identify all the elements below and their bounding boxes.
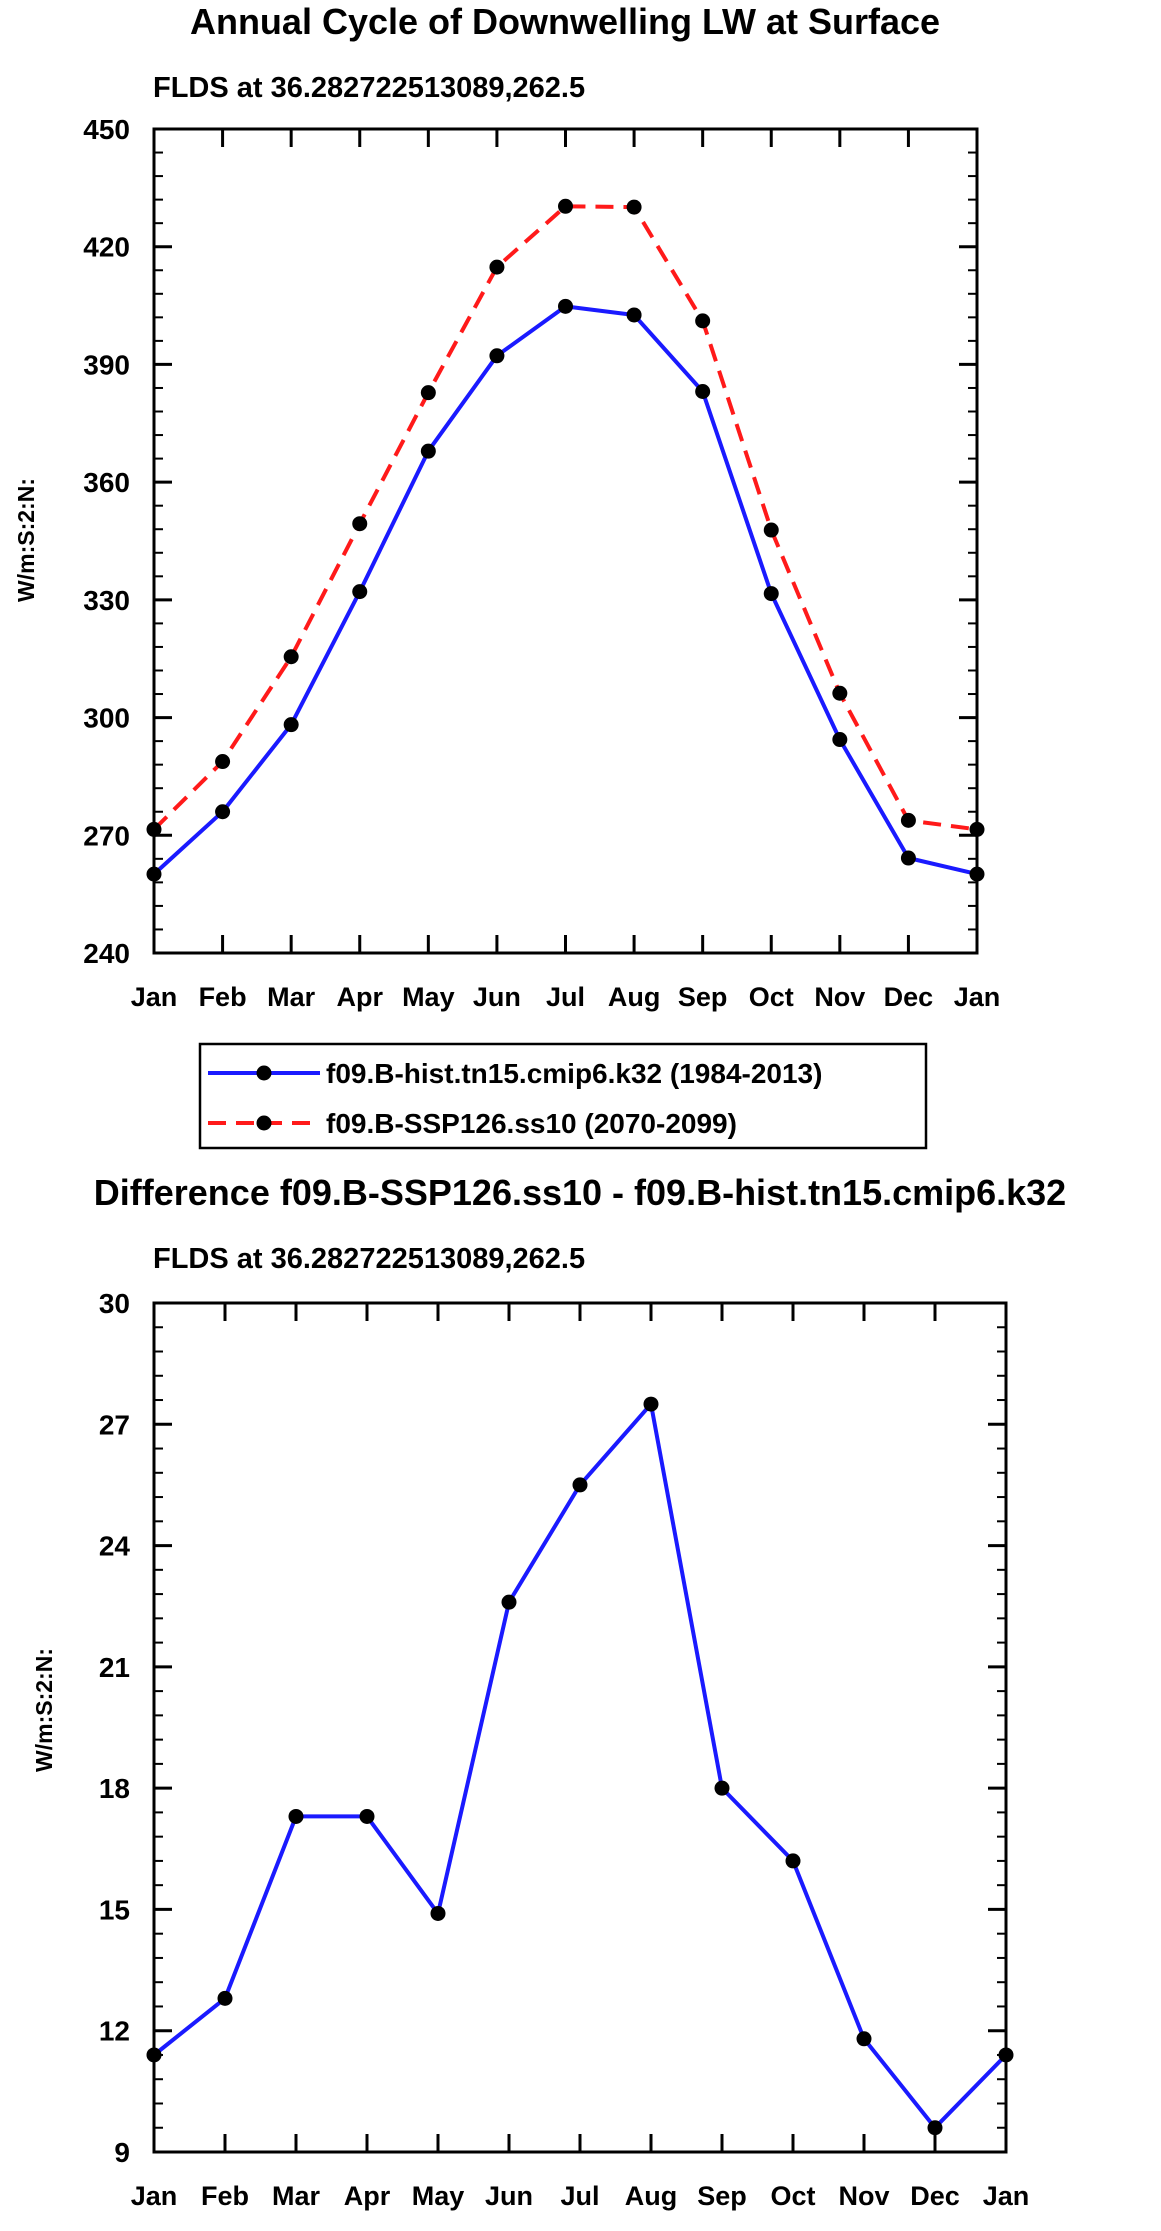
chart1-series-line-0 [152,304,978,877]
chart1-xtick-label: Jan [131,982,178,1012]
chart1-ylabel: W/m:S:2:N: [13,478,39,602]
chart2-xtick-label: Oct [770,2181,815,2211]
chart1-xtick-label: Sep [678,982,728,1012]
chart1-legend: f09.B-hist.tn15.cmip6.k32 (1984-2013) f0… [198,1042,928,1150]
chart1-series-1-point [489,259,505,275]
chart1-series-1-point [215,754,231,770]
chart2-xtick-label: Mar [272,2181,321,2211]
chart1-xtick-label: Feb [199,982,247,1012]
chart2-series-0-point [288,1808,304,1824]
difference-chart: Difference f09.B-SSP126.ss10 - f09.B-his… [31,1172,1066,2211]
chart1-series-1-point [900,812,916,828]
chart2-series-0-point [359,1808,375,1824]
chart1-series-0-point [283,717,299,733]
chart2-series [146,1396,1014,2136]
chart2-ytick-label: 27 [99,1409,130,1440]
chart1-xtick-label: Apr [337,982,384,1012]
chart1-series-1-point [695,313,711,329]
chart1-xtick-label: Jul [546,982,585,1012]
chart2-plot-frame [152,1301,1008,2154]
chart1-series-0-point [489,348,505,364]
chart1-series-0-point [695,384,711,400]
chart2-series-0-point [714,1780,730,1796]
chart1-series-1-point [626,199,642,215]
chart2-series-line-0 [152,1402,1008,2130]
chart2-xtick-label: Jan [983,2181,1030,2211]
chart1-xtick-label: May [402,982,455,1012]
chart1-xtick-label: Jan [954,982,1001,1012]
chart1-ytick-label: 450 [83,114,130,145]
chart2-xtick-label: Jul [560,2181,599,2211]
chart1-subtitle: FLDS at 36.282722513089,262.5 [153,72,585,104]
chart1-plot-frame [152,127,979,955]
chart1-ytick-label: 330 [83,585,130,616]
chart1-series [146,198,985,882]
chart2-subtitle: FLDS at 36.282722513089,262.5 [153,1243,585,1275]
chart2-ytick-label: 21 [99,1652,130,1683]
chart1-ytick-label: 390 [83,349,130,380]
chart1-series-0-point [626,307,642,323]
chart2-xtick-label: May [412,2181,465,2211]
chart2-ytick-label: 12 [99,2016,130,2047]
chart2-xtick-label: Nov [838,2181,889,2211]
chart1-series-1-point [763,522,779,538]
chart1-series-0-point [352,584,368,600]
chart2-xtick-label: Jun [485,2181,533,2211]
chart1-series-1-point [283,649,299,665]
chart1-xtick-label: Aug [608,982,660,1012]
chart2-series-0-point [572,1477,588,1493]
chart1-ytick-label: 240 [83,938,130,969]
chart1-series-1-point [832,685,848,701]
chart2-series-0-point [430,1905,446,1921]
chart2-ytick-label: 9 [114,2137,130,2168]
chart1-series-0-point [215,804,231,820]
chart1-series-0-point [832,732,848,748]
chart2-ytick-label: 15 [99,1894,130,1925]
chart1-ytick-label: 270 [83,820,130,851]
chart2-series-0-point [643,1396,659,1412]
chart2-ytick-label: 30 [99,1288,130,1319]
legend-hist-marker [256,1065,272,1081]
chart2-series-0-point [217,1990,233,2006]
chart1-xtick-label: Nov [814,982,865,1012]
chart2-xtick-label: Jan [131,2181,178,2211]
chart1-series-0-point [558,298,573,314]
chart2-xtick-label: Sep [697,2181,747,2211]
chart1-xtick-label: Mar [267,982,316,1012]
chart2-xtick-label: Feb [201,2181,249,2211]
chart1-ticks: 240 270 300 330 360 390 420 450 Jan Feb Mar Apr May J… [83,114,1000,1012]
chart2-xtick-label: Apr [344,2181,391,2211]
chart2-series-0-point [856,2031,872,2047]
chart1-ytick-label: 300 [83,703,130,734]
legend-ssp-label: f09.B-SSP126.ss10 (2070-2099) [326,1108,737,1139]
chart2-xtick-label: Aug [625,2181,677,2211]
chart2-series-0-point [785,1853,801,1869]
chart1-series-1-point [558,198,573,214]
chart1-series-1-point [352,516,368,532]
chart2-ytick-label: 18 [99,1773,130,1804]
chart1-xtick-label: Dec [884,982,934,1012]
annual-cycle-chart: Annual Cycle of Downwelling LW at Surfac… [13,1,1000,1150]
chart2-series-0-point [927,2120,943,2136]
legend-box [198,1042,928,1150]
chart2-ylabel: W/m:S:2:N: [31,1648,57,1772]
chart1-series-0-point [900,850,916,866]
chart1-xtick-label: Jun [473,982,521,1012]
chart1-series-1-point [420,385,436,401]
chart1-xtick-label: Oct [749,982,794,1012]
chart1-series-0-point [420,443,436,459]
chart1-series-0-point [763,586,779,602]
legend-hist-label: f09.B-hist.tn15.cmip6.k32 (1984-2013) [326,1058,822,1089]
chart1-title: Annual Cycle of Downwelling LW at Surfac… [190,1,940,42]
chart2-series-0-point [501,1594,517,1610]
legend-ssp-marker [256,1115,272,1131]
chart2-title: Difference f09.B-SSP126.ss10 - f09.B-his… [94,1172,1066,1213]
chart2-ytick-label: 24 [99,1531,131,1562]
chart1-ytick-label: 420 [83,232,130,263]
chart1-ytick-label: 360 [83,467,130,498]
chart2-xtick-label: Dec [910,2181,960,2211]
